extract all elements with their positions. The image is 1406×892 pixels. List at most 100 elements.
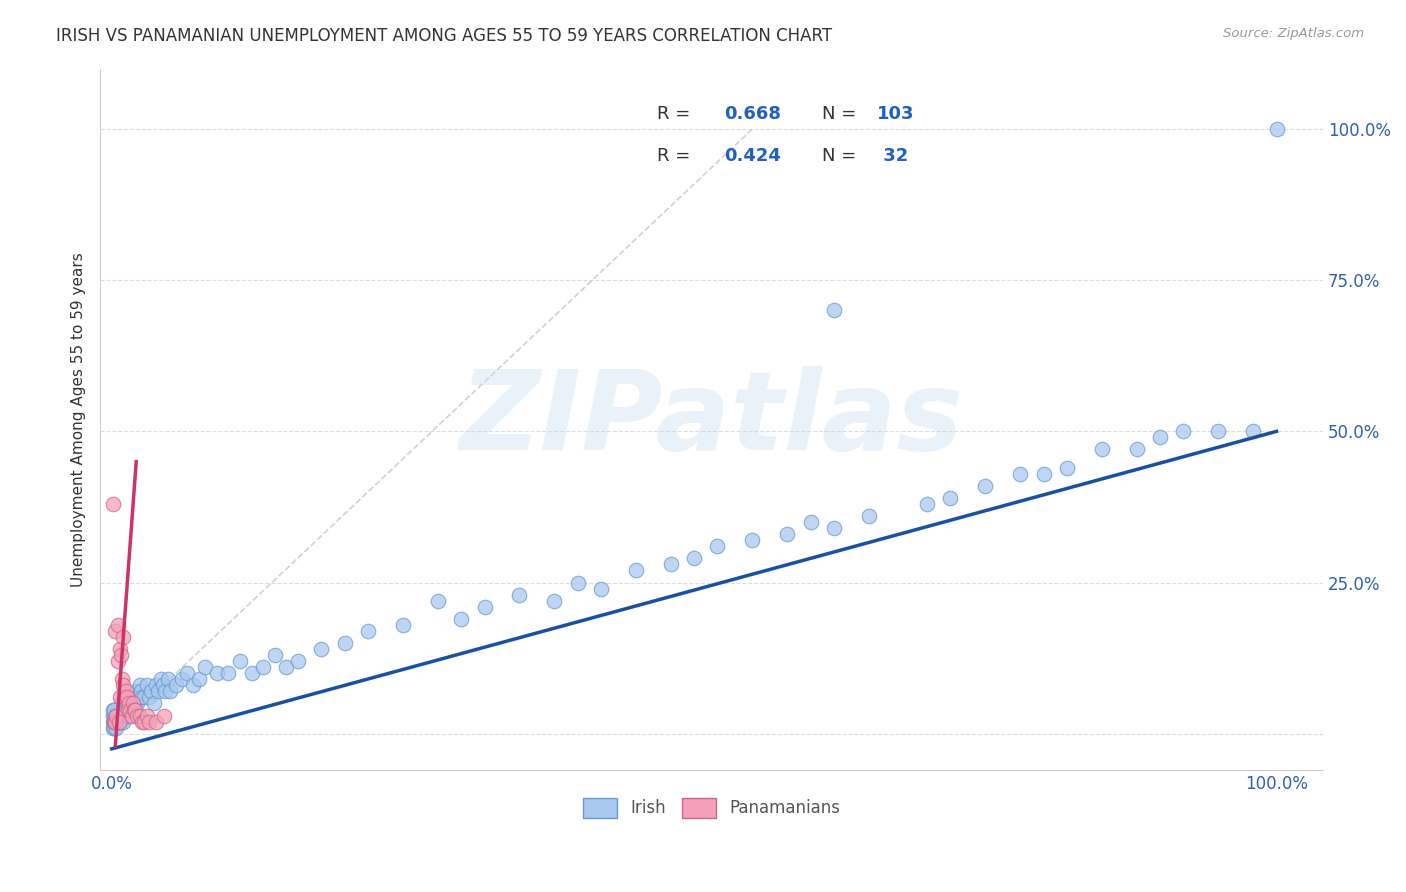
Point [114,708,136,723]
Point [121,697,143,711]
Point [149,673,172,687]
Point [1265,122,1288,136]
Point [125,684,148,698]
Point [392,618,415,632]
Point [823,521,845,535]
Point [263,648,285,662]
Point [110,648,132,662]
Point [159,684,181,698]
Point [240,666,263,681]
Point [706,539,728,553]
Point [148,684,170,698]
Text: R =: R = [657,147,696,165]
Point [117,702,139,716]
Point [111,708,134,723]
Point [155,684,177,698]
Point [104,714,127,729]
Point [311,642,333,657]
Point [108,690,131,705]
Point [1149,430,1171,444]
Point [1056,460,1078,475]
Point [104,624,127,638]
Point [624,564,647,578]
Point [101,708,124,723]
Point [108,702,131,716]
Point [114,702,136,716]
Point [165,678,187,692]
Point [450,612,472,626]
Point [333,636,356,650]
Point [108,642,131,657]
Text: ZIPatlas: ZIPatlas [460,366,963,473]
Point [134,714,156,729]
Point [741,533,763,548]
Point [108,714,131,729]
Point [229,654,252,668]
Point [659,558,682,572]
Point [121,708,143,723]
Point [474,599,496,614]
Point [567,575,589,590]
Point [121,690,143,705]
Point [104,702,127,716]
Point [543,593,565,607]
Point [683,551,706,566]
Point [1173,425,1195,439]
Point [128,690,150,705]
Y-axis label: Unemployment Among Ages 55 to 59 years: Unemployment Among Ages 55 to 59 years [72,252,86,587]
Point [142,697,165,711]
Point [823,303,845,318]
Point [170,673,193,687]
Point [122,702,145,716]
Point [115,690,138,705]
Text: 32: 32 [877,147,908,165]
Point [104,708,127,723]
Point [111,673,134,687]
Point [114,690,136,705]
Point [103,708,125,723]
Point [1126,442,1149,457]
Point [1010,467,1032,481]
Point [145,678,167,692]
Point [112,678,135,692]
Point [122,702,145,716]
Text: R =: R = [657,105,696,123]
Point [589,582,612,596]
Text: Source: ZipAtlas.com: Source: ZipAtlas.com [1223,27,1364,40]
Point [287,654,309,668]
Text: IRISH VS PANAMANIAN UNEMPLOYMENT AMONG AGES 55 TO 59 YEARS CORRELATION CHART: IRISH VS PANAMANIAN UNEMPLOYMENT AMONG A… [56,27,832,45]
Point [107,708,129,723]
Point [939,491,962,505]
Point [104,708,127,723]
Point [129,684,152,698]
Point [112,630,135,644]
Point [103,702,125,716]
Point [181,678,204,692]
Point [205,666,228,681]
Point [103,714,125,729]
Point [276,660,298,674]
Point [127,708,149,723]
Point [800,515,823,529]
Point [103,721,125,735]
Text: N =: N = [821,105,862,123]
Point [120,702,142,716]
Text: 0.668: 0.668 [724,105,780,123]
Point [107,714,129,729]
Point [107,654,129,668]
Point [117,702,139,716]
Point [138,690,160,705]
Point [107,714,129,729]
Point [138,714,160,729]
Point [110,714,132,729]
Point [152,678,174,692]
Point [217,666,239,681]
Point [357,624,380,638]
Point [121,702,143,716]
Text: 103: 103 [877,105,914,123]
Point [188,673,211,687]
Point [112,708,135,723]
Point [1241,425,1264,439]
Point [156,673,179,687]
Point [194,660,217,674]
